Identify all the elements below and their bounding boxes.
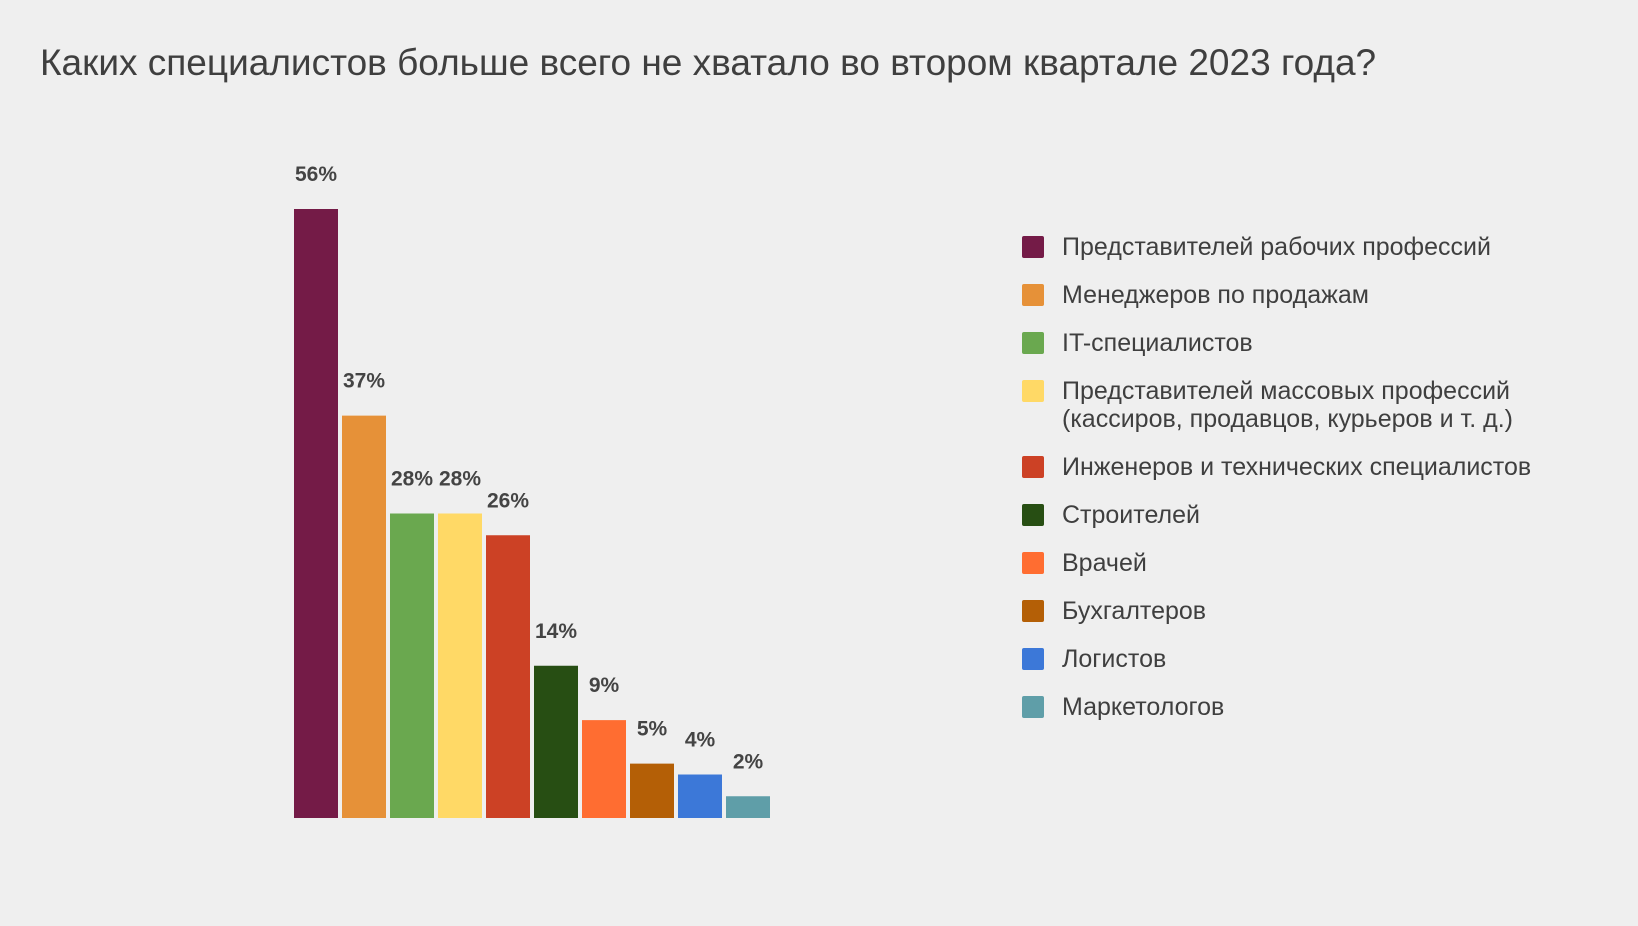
bar-1 [294, 209, 338, 818]
bar-5 [486, 535, 530, 818]
legend-label: Инженеров и технических специалистов [1062, 453, 1532, 481]
bar-value-label: 2% [733, 750, 764, 773]
legend-item: Строителей [1022, 501, 1542, 529]
bar-6 [534, 665, 578, 818]
legend-swatch [1022, 284, 1044, 306]
legend-swatch [1022, 696, 1044, 718]
legend-label: Представителей массовых профессий (касси… [1062, 377, 1513, 433]
bar-value-label: 14% [535, 620, 577, 643]
legend-label: Маркетологов [1062, 693, 1225, 721]
bar-4 [438, 513, 482, 818]
legend-item: Представителей массовых профессий (касси… [1022, 377, 1542, 433]
bar-7 [582, 720, 626, 818]
bar-value-label: 28% [391, 468, 433, 491]
legend-item: Логистов [1022, 645, 1542, 673]
legend-item: Инженеров и технических специалистов [1022, 453, 1542, 481]
legend-label: Представителей рабочих профессий [1062, 233, 1491, 261]
legend-swatch [1022, 332, 1044, 354]
legend-swatch [1022, 648, 1044, 670]
legend-label: Бухгалтеров [1062, 597, 1207, 625]
bar-value-label: 56% [295, 163, 337, 186]
legend-item: IT-специалистов [1022, 329, 1542, 357]
chart-legend: Представителей рабочих профессий Менеджер… [1022, 233, 1542, 741]
chart-title: Каких специалистов больше всего не хвата… [40, 42, 1377, 83]
bar-value-label: 37% [343, 370, 385, 393]
bar-value-label: 9% [589, 674, 620, 697]
bar-2 [342, 415, 386, 818]
legend-label: IT-специалистов [1062, 329, 1253, 357]
legend-item: Врачей [1022, 549, 1542, 577]
legend-swatch [1022, 456, 1044, 478]
bar-9 [678, 774, 722, 818]
bar-10 [726, 796, 770, 818]
bar-8 [630, 763, 674, 818]
legend-item: Менеджеров по продажам [1022, 281, 1542, 309]
legend-label: Логистов [1062, 645, 1167, 673]
bar-value-label: 5% [637, 718, 668, 741]
legend-label: Врачей [1062, 549, 1147, 577]
bar-value-label: 28% [439, 468, 481, 491]
legend-label: Строителей [1062, 501, 1200, 529]
legend-item: Представителей рабочих профессий [1022, 233, 1542, 261]
legend-swatch [1022, 236, 1044, 258]
legend-swatch [1022, 600, 1044, 622]
legend-swatch [1022, 380, 1044, 402]
bar-value-label: 4% [685, 729, 716, 752]
legend-swatch [1022, 552, 1044, 574]
legend-item: Маркетологов [1022, 693, 1542, 721]
legend-label: Менеджеров по продажам [1062, 281, 1369, 309]
legend-item: Бухгалтеров [1022, 597, 1542, 625]
bar-value-label: 26% [487, 489, 529, 512]
bar-3 [390, 513, 434, 818]
legend-swatch [1022, 504, 1044, 526]
